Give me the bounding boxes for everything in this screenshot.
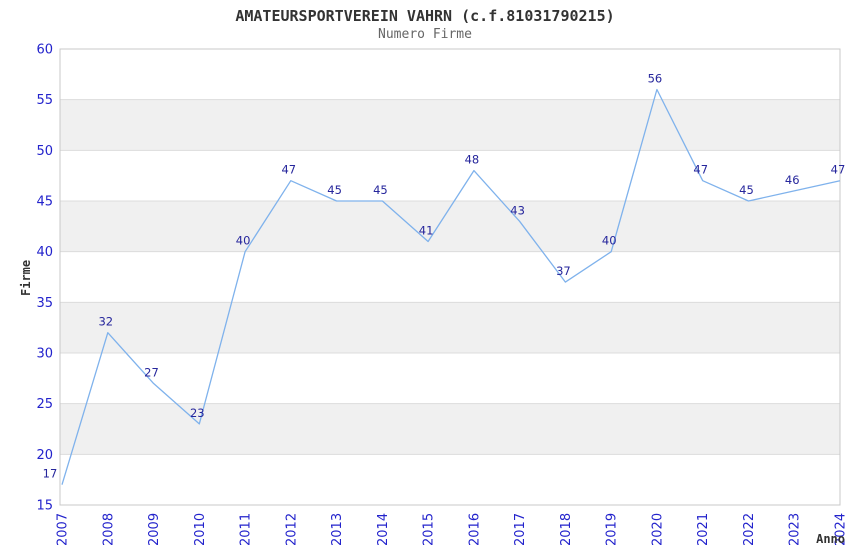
y-tick-labels: 15 20 25 30 35 40 45 50 55 60 <box>36 43 53 514</box>
y-axis-title: Firme <box>19 260 33 296</box>
x-tick-label: 2014 <box>376 513 391 546</box>
point-label: 37 <box>556 264 571 278</box>
x-tick-label: 2024 <box>834 513 849 546</box>
x-tick-label: 2008 <box>101 513 116 546</box>
y-tick-label: 60 <box>36 43 53 58</box>
grid-band <box>60 302 840 353</box>
x-tick-label: 2020 <box>650 513 665 546</box>
x-tick-label: 2018 <box>559 513 574 546</box>
y-tick-label: 35 <box>36 296 53 311</box>
point-labels: 17 32 27 23 40 47 45 45 41 48 43 37 40 56 47 45 46 47 <box>43 72 846 481</box>
x-tick-label: 2009 <box>147 513 162 546</box>
x-tick-label: 2010 <box>193 513 208 546</box>
point-label: 45 <box>327 183 342 197</box>
chart-title: AMATEURSPORTVEREIN VAHRN (c.f.8103179021… <box>235 7 615 25</box>
y-tick-label: 45 <box>36 195 53 210</box>
point-label: 27 <box>144 365 159 379</box>
y-tick-label: 55 <box>36 93 53 108</box>
x-tick-label: 2016 <box>467 513 482 546</box>
point-label: 17 <box>43 467 58 481</box>
point-label: 47 <box>693 163 708 177</box>
x-tick-label: 2011 <box>239 513 254 546</box>
point-label: 32 <box>98 315 113 329</box>
point-label: 47 <box>281 163 296 177</box>
y-tick-label: 40 <box>36 245 53 260</box>
point-label: 48 <box>465 153 480 167</box>
grid-band <box>60 201 840 252</box>
x-tick-label: 2007 <box>56 513 71 546</box>
point-label: 45 <box>373 183 388 197</box>
x-tick-label: 2021 <box>696 513 711 546</box>
y-tick-label: 25 <box>36 397 53 412</box>
point-label: 43 <box>510 203 525 217</box>
x-tick-label: 2017 <box>513 513 528 546</box>
point-label: 45 <box>739 183 754 197</box>
chart-subtitle: Numero Firme <box>378 27 472 42</box>
point-label: 46 <box>785 173 800 187</box>
y-tick-label: 30 <box>36 347 53 362</box>
x-tick-label: 2023 <box>788 513 803 546</box>
grid-band <box>60 403 840 455</box>
y-tick-label: 15 <box>36 499 53 514</box>
x-axis-title: Anno <box>816 532 845 546</box>
grid-bands <box>60 99 840 455</box>
grid-band <box>60 99 840 151</box>
point-label: 40 <box>236 234 251 248</box>
x-tick-labels: 2007 2008 2009 2010 2011 2012 2013 2014 2015 2016… <box>56 513 849 546</box>
point-label: 47 <box>831 163 846 177</box>
x-tick-label: 2022 <box>742 513 757 546</box>
y-tick-label: 50 <box>36 144 53 159</box>
point-label: 41 <box>419 224 434 238</box>
plot-border <box>59 48 841 506</box>
y-tick-label: 20 <box>36 448 53 463</box>
x-tick-label: 2012 <box>284 513 299 546</box>
x-tick-label: 2019 <box>605 513 620 546</box>
series-line <box>61 88 841 485</box>
point-label: 40 <box>602 234 617 248</box>
point-label: 23 <box>190 406 205 420</box>
x-tick-label: 2013 <box>330 513 345 546</box>
x-tick-label: 2015 <box>422 513 437 546</box>
point-label: 56 <box>648 72 663 86</box>
